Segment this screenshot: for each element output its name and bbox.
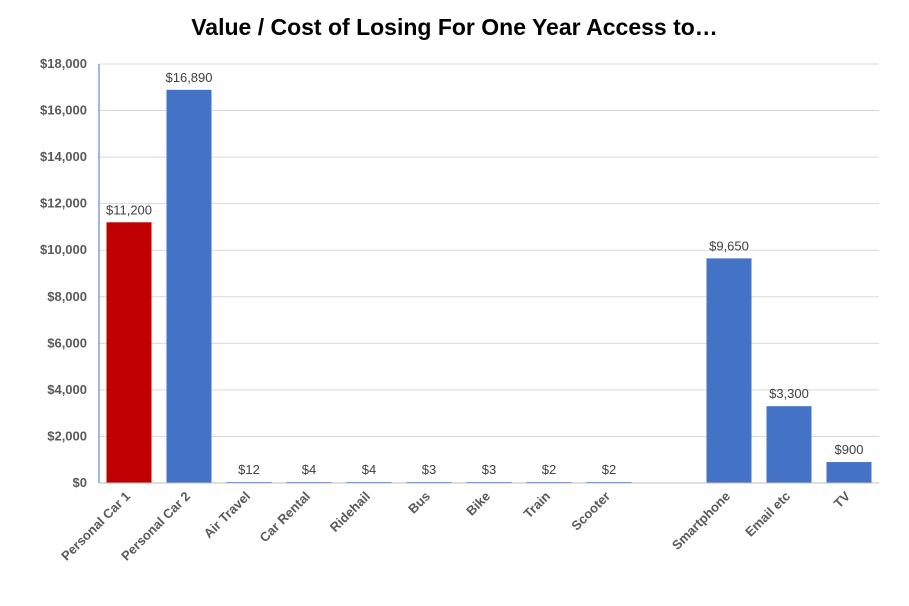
data-label: $4 [362, 462, 376, 477]
bars [106, 89, 872, 484]
bar [766, 406, 812, 483]
x-tick-label: Train [521, 488, 554, 521]
data-label: $9,650 [709, 238, 749, 253]
data-label: $16,890 [166, 70, 213, 85]
y-tick-label: $14,000 [40, 149, 87, 164]
bar [106, 222, 152, 484]
y-tick-label: $8,000 [47, 289, 87, 304]
data-label: $3,300 [769, 386, 809, 401]
y-tick-label: $18,000 [40, 56, 87, 71]
data-label: $2 [542, 462, 556, 477]
y-tick-label: $4,000 [47, 382, 87, 397]
data-label: $2 [602, 462, 616, 477]
y-tick-label: $2,000 [47, 428, 87, 443]
y-tick-label: $16,000 [40, 103, 87, 118]
x-tick-label: Ridehail [327, 489, 373, 535]
x-tick-label: TV [831, 488, 854, 511]
data-labels: $11,200 $16,890 $12 $4 $4 $3 $3 $2 $2 $9,650 $3,30… [106, 70, 863, 477]
data-label: $4 [302, 462, 316, 477]
gridlines [99, 63, 879, 437]
data-label: $11,200 [106, 202, 152, 217]
x-tick-label: Smartphone [669, 489, 733, 553]
bar [706, 258, 752, 483]
bar [826, 462, 872, 483]
bar [166, 89, 212, 484]
x-tick-label: Bike [463, 489, 493, 519]
x-tick-label: Car Rental [257, 489, 314, 546]
y-axis: $0 $2,000 $4,000 $6,000 $8,000 $10,000 $12,000… [40, 56, 100, 490]
x-tick-label: Scooter [568, 489, 613, 534]
y-tick-label: $0 [73, 475, 87, 490]
data-label: $900 [835, 442, 864, 457]
y-tick-label: $10,000 [40, 242, 87, 257]
data-label: $3 [422, 462, 436, 477]
data-label: $3 [482, 462, 496, 477]
chart-title: Value / Cost of Losing For One Year Acce… [191, 14, 718, 40]
y-tick-label: $12,000 [40, 196, 87, 211]
x-tick-label: Bus [405, 489, 433, 517]
y-tick-label: $6,000 [47, 335, 87, 350]
x-tick-label: Air Travel [201, 489, 254, 542]
x-tick-label: Email etc [742, 489, 793, 540]
data-label: $12 [238, 462, 260, 477]
